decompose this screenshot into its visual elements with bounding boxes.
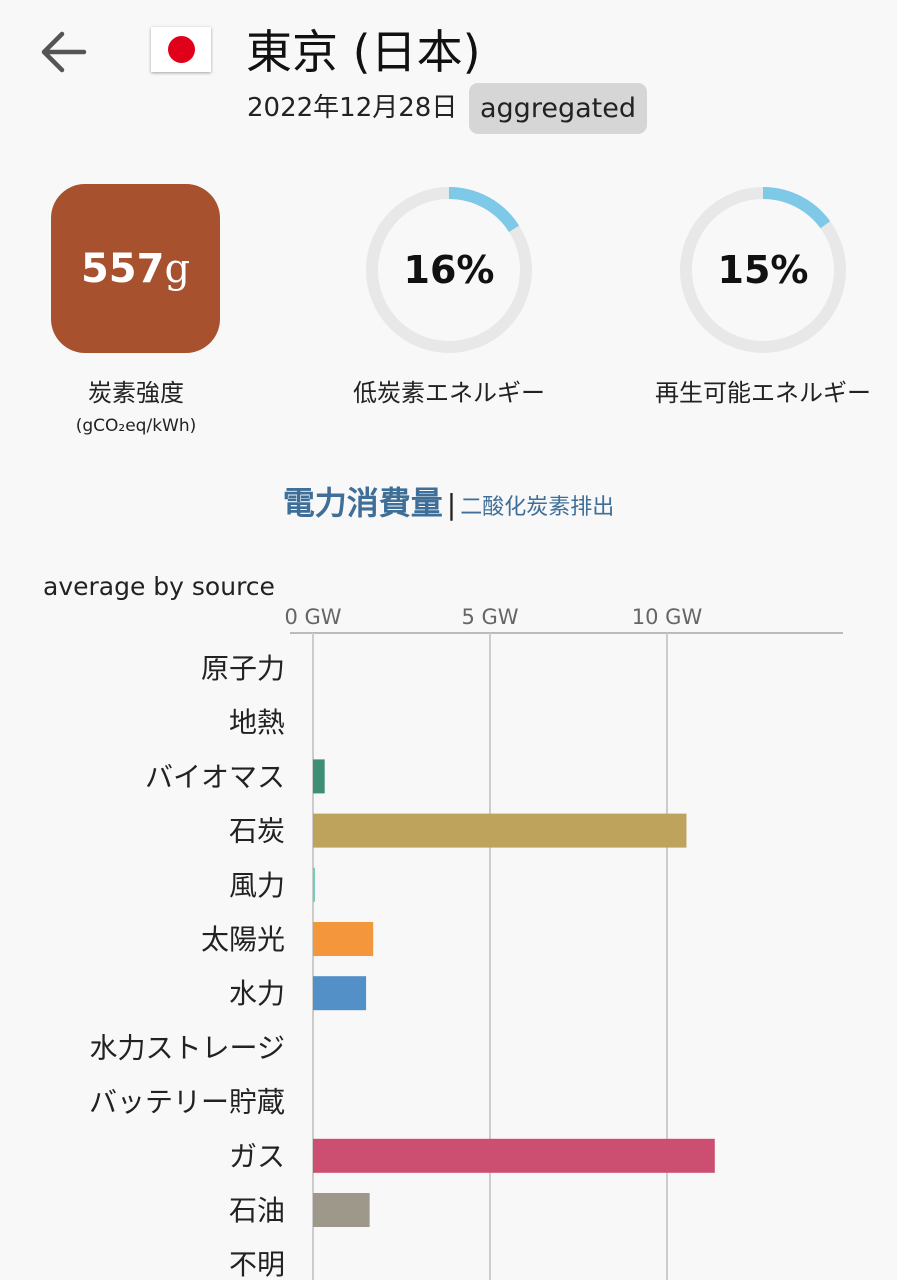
bar-3 [313, 813, 687, 848]
low-carbon-label: 低炭素エネルギー [353, 379, 545, 407]
aggregated-badge: aggregated [469, 83, 647, 134]
bar-6 [313, 976, 367, 1011]
category-label: 不明 [229, 1248, 285, 1280]
category-label: 地熱 [229, 706, 285, 739]
bar-2 [313, 759, 325, 794]
category-label: 石油 [229, 1194, 285, 1227]
production-chart: 0 GW 5 GW 10 GW 原子力地熱バイオマス石炭風力太陽光水力水力ストレージバ… [89, 605, 843, 1280]
category-label: ガス [229, 1140, 285, 1173]
carbon-intensity-label: 炭素強度 [88, 379, 184, 407]
category-label: 原子力 [201, 652, 285, 685]
carbon-intensity-unit: g [164, 245, 191, 292]
tab-electricity-consumption[interactable]: 電力消費量 [282, 484, 443, 522]
bar-10 [313, 1193, 370, 1227]
x-tick-label: 5 GW [461, 605, 518, 629]
bar-4 [313, 867, 315, 902]
renewable-label: 再生可能エネルギー [655, 379, 871, 407]
renewable-value: 15% [717, 248, 809, 292]
renewable-ring: 15% [677, 184, 849, 356]
low-carbon-value: 16% [403, 248, 495, 292]
x-tick-label: 0 GW [284, 605, 341, 629]
category-label: 太陽光 [201, 923, 285, 956]
carbon-intensity-box: 557 g [51, 184, 220, 353]
category-label: バッテリー貯蔵 [89, 1086, 285, 1119]
arrow-left-icon [41, 31, 87, 73]
low-carbon-ring: 16% [363, 184, 535, 356]
category-label: バイオマス [145, 760, 285, 793]
chart-title: average by source [43, 572, 275, 601]
carbon-intensity-value: 557 [80, 245, 165, 292]
category-label: 石炭 [229, 815, 285, 848]
bar-9 [313, 1138, 715, 1173]
bar-5 [313, 922, 374, 956]
x-tick-label: 10 GW [632, 605, 703, 629]
tab-co2-emissions[interactable]: 二酸化炭素排出 [460, 495, 615, 520]
category-label: 風力 [229, 869, 285, 902]
carbon-intensity-unit-label: (gCO₂eq/kWh) [75, 416, 197, 436]
japan-flag-icon [151, 27, 211, 72]
zone-title: 東京 (日本) [246, 25, 481, 79]
back-button[interactable] [30, 22, 94, 82]
toggle-separator: | [446, 488, 457, 521]
category-label: 水力ストレージ [90, 1031, 285, 1064]
category-label: 水力 [229, 977, 285, 1010]
mode-toggle: 電力消費量 | 二酸化炭素排出 [0, 478, 897, 524]
date-label: 2022年12月28日 [247, 93, 458, 123]
